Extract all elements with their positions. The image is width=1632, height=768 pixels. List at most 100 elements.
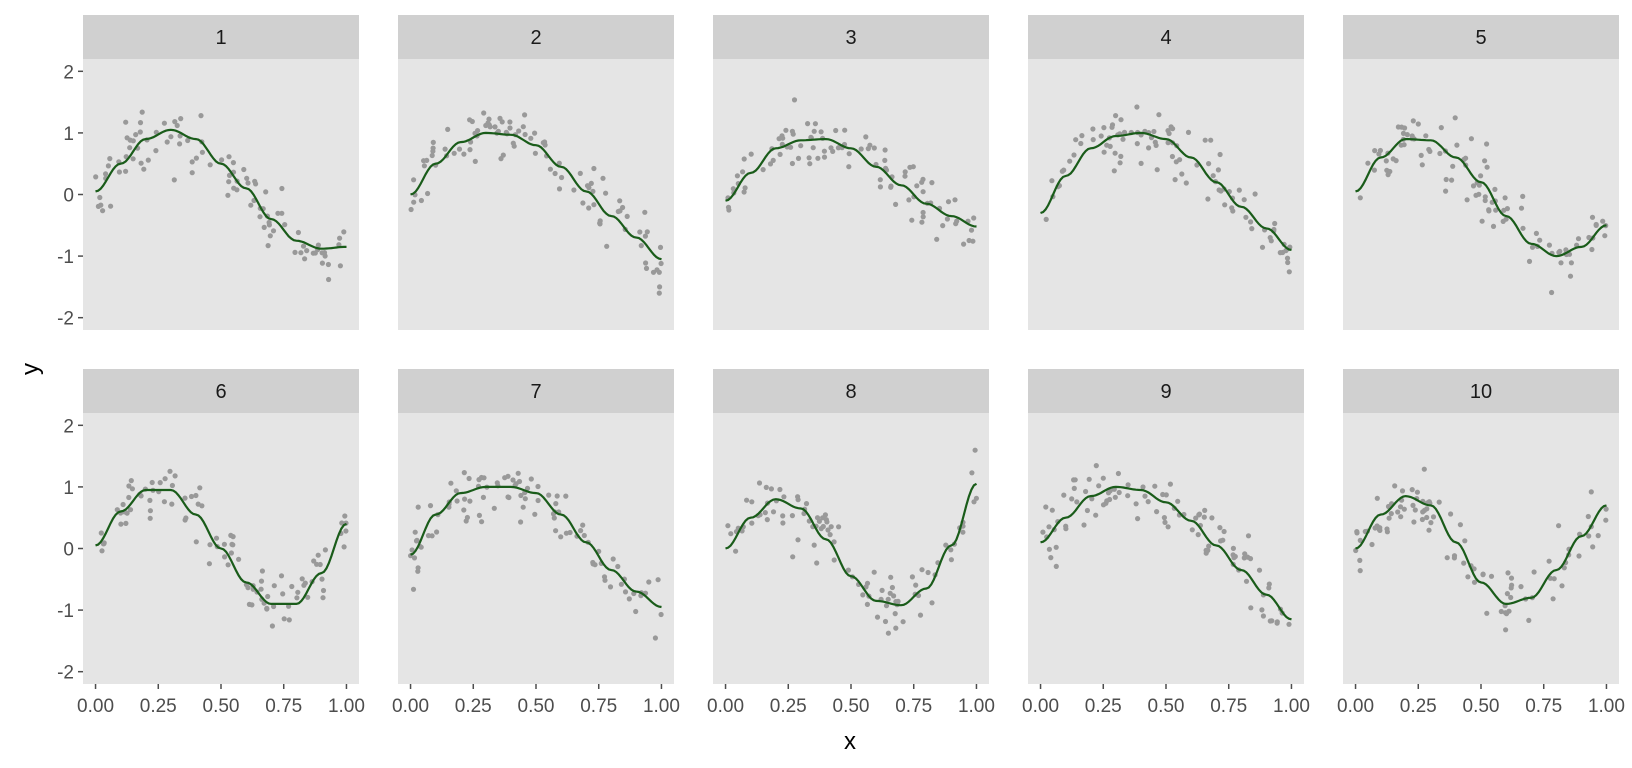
data-point: [824, 519, 830, 525]
data-point: [1397, 504, 1404, 510]
data-point: [968, 227, 975, 233]
data-point: [133, 132, 139, 138]
data-point: [206, 561, 212, 567]
data-point: [454, 498, 460, 504]
data-point: [1462, 538, 1468, 544]
data-point: [1154, 509, 1160, 515]
data-point: [107, 156, 113, 162]
data-point: [244, 175, 250, 181]
data-point: [1107, 496, 1113, 503]
facet-strip-label: 10: [1470, 381, 1492, 403]
data-point: [466, 475, 472, 482]
data-point: [893, 201, 899, 207]
data-point: [1589, 214, 1596, 220]
data-point: [341, 544, 347, 550]
data-point: [1172, 177, 1178, 183]
data-point: [506, 494, 512, 501]
data-point: [1241, 197, 1247, 203]
data-point: [1450, 163, 1456, 169]
data-point: [448, 480, 454, 486]
data-point: [442, 146, 448, 152]
fitted-curve: [725, 482, 978, 607]
x-tick-label: 1.00: [1588, 696, 1625, 717]
data-point: [1420, 509, 1426, 515]
data-point: [498, 156, 504, 162]
data-point: [874, 614, 881, 620]
data-point: [1215, 167, 1221, 173]
data-point: [298, 250, 304, 256]
data-point: [909, 217, 915, 223]
data-point: [929, 600, 935, 606]
data-point: [1411, 519, 1417, 525]
x-tick-label: 0.25: [1085, 696, 1122, 717]
data-point: [1284, 255, 1291, 261]
data-point: [617, 198, 623, 204]
data-point: [790, 554, 796, 560]
x-tick-label: 1.00: [958, 696, 995, 717]
data-point: [289, 583, 295, 590]
data-point: [305, 594, 311, 600]
y-tick-label: 0: [63, 540, 74, 561]
data-point: [948, 557, 955, 563]
data-point: [265, 593, 271, 600]
data-point: [888, 184, 894, 190]
data-point: [1201, 514, 1207, 520]
data-point: [1486, 207, 1492, 213]
data-point: [783, 127, 789, 133]
data-point: [1387, 168, 1393, 175]
data-point: [567, 529, 573, 536]
data-point: [103, 171, 109, 177]
data-point: [1079, 133, 1085, 139]
x-tick-label: 1.00: [643, 696, 680, 717]
data-point: [141, 166, 147, 172]
data-point: [1520, 225, 1526, 231]
data-point: [1492, 186, 1498, 192]
data-point: [1479, 218, 1485, 224]
data-point: [1372, 525, 1378, 531]
data-point: [492, 124, 498, 130]
data-point: [1230, 208, 1236, 214]
data-point: [281, 616, 287, 622]
data-point: [1357, 557, 1363, 564]
data-point: [877, 177, 883, 183]
facet-strip-label: 3: [845, 27, 856, 49]
data-point: [198, 113, 204, 119]
data-point: [299, 576, 305, 582]
data-point: [633, 608, 639, 615]
data-point: [127, 145, 133, 151]
data-point: [798, 143, 804, 149]
data-point: [425, 190, 431, 197]
data-point: [885, 596, 891, 602]
data-point: [1061, 492, 1067, 498]
data-point: [910, 164, 916, 170]
data-point: [1457, 522, 1463, 528]
panel-background: [398, 413, 674, 684]
data-point: [189, 170, 195, 176]
data-point: [295, 589, 301, 595]
data-point: [1105, 490, 1112, 496]
data-point: [597, 220, 603, 226]
facet-strip: [1343, 369, 1619, 413]
data-point: [789, 513, 796, 519]
data-point: [337, 235, 343, 241]
facet-strip: [1343, 15, 1619, 59]
data-point: [1371, 167, 1377, 173]
y-tick-label: -1: [57, 247, 74, 268]
data-point: [1437, 150, 1443, 157]
data-point: [226, 172, 233, 178]
data-point: [427, 503, 434, 509]
data-point: [1551, 576, 1557, 582]
data-point: [312, 250, 318, 256]
data-point: [552, 170, 558, 177]
data-point: [1449, 177, 1455, 183]
data-point: [1484, 164, 1490, 170]
data-point: [658, 611, 664, 618]
data-point: [249, 602, 255, 608]
data-point: [127, 507, 134, 513]
data-point: [178, 116, 184, 122]
data-point: [889, 584, 896, 591]
data-point: [105, 163, 111, 169]
data-point: [279, 185, 285, 192]
data-point: [302, 580, 308, 586]
data-point: [162, 476, 168, 482]
